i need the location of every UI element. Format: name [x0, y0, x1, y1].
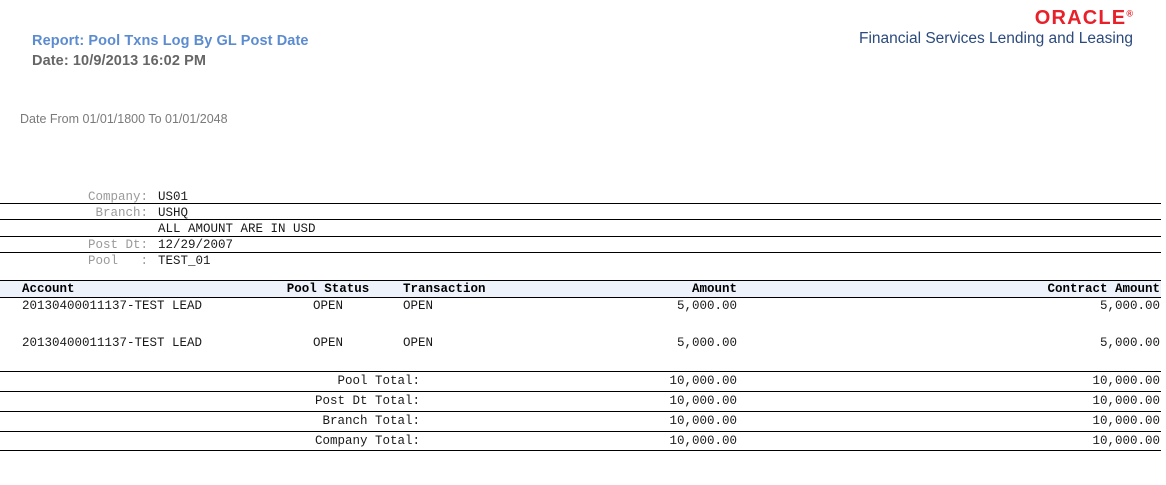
oracle-logo-text: ORACLE — [1034, 7, 1127, 29]
column-header-account: Account — [22, 282, 75, 296]
oracle-brand: ORACLE® Financial Services Lending and L… — [859, 8, 1133, 48]
cell-amount: 5,000.00 — [676, 299, 737, 313]
totals-amount-post-dt: 10,000.00 — [669, 394, 737, 408]
totals-contract-amount-post-dt: 10,000.00 — [1092, 394, 1160, 408]
cell-pool-status: OPEN — [312, 299, 343, 313]
totals-label-company: Company Total: — [314, 434, 420, 448]
info-label-company: Company: — [87, 190, 148, 204]
info-rule-1 — [0, 203, 1161, 204]
cell-amount: 5,000.00 — [676, 336, 737, 350]
report-generated-date: Date: 10/9/2013 16:02 PM — [32, 53, 207, 69]
info-value-post-dt: 12/29/2007 — [158, 238, 234, 252]
table-rule-header-bottom — [0, 297, 1161, 298]
page-title: Report: Pool Txns Log By GL Post Date — [32, 33, 309, 49]
totals-amount-branch: 10,000.00 — [669, 414, 737, 428]
totals-rule-5 — [0, 450, 1161, 451]
column-header-amount: Amount — [691, 282, 737, 296]
column-header-contract-amount: Contract Amount — [1047, 282, 1160, 296]
cell-transaction: OPEN — [403, 336, 434, 350]
totals-rule-3 — [0, 411, 1161, 412]
totals-contract-amount-pool: 10,000.00 — [1092, 374, 1160, 388]
brand-tagline: Financial Services Lending and Leasing — [858, 30, 1133, 47]
info-value-company: US01 — [158, 190, 189, 204]
totals-rule-1 — [0, 371, 1161, 372]
info-label-post-dt: Post Dt: — [87, 238, 148, 252]
cell-contract-amount: 5,000.00 — [1099, 299, 1160, 313]
oracle-logo-wordmark: ORACLE® — [859, 8, 1133, 28]
registered-trademark-icon: ® — [1126, 8, 1133, 19]
totals-contract-amount-company: 10,000.00 — [1092, 434, 1160, 448]
info-rule-2 — [0, 219, 1161, 220]
table-rule-top — [0, 280, 1161, 281]
totals-amount-pool: 10,000.00 — [669, 374, 737, 388]
cell-pool-status: OPEN — [312, 336, 343, 350]
info-label-branch: Branch: — [87, 206, 148, 220]
column-header-transaction: Transaction — [403, 282, 486, 296]
info-value-pool: TEST_01 — [158, 254, 211, 268]
report-date-range: Date From 01/01/1800 To 01/01/2048 — [20, 112, 228, 126]
info-label-pool: Pool : — [87, 254, 148, 268]
info-value-branch: USHQ — [158, 206, 189, 220]
totals-contract-amount-branch: 10,000.00 — [1092, 414, 1160, 428]
totals-rule-2 — [0, 391, 1161, 392]
cell-transaction: OPEN — [403, 299, 434, 313]
info-rule-4 — [0, 252, 1161, 253]
table-header-band — [0, 281, 1161, 297]
totals-label-post-dt: Post Dt Total: — [314, 394, 420, 408]
totals-rule-4 — [0, 431, 1161, 432]
cell-account: 20130400011137-TEST LEAD — [22, 336, 203, 350]
totals-amount-company: 10,000.00 — [669, 434, 737, 448]
totals-label-branch: Branch Total: — [322, 414, 420, 428]
column-header-pool-status: Pool Status — [286, 282, 370, 296]
cell-contract-amount: 5,000.00 — [1099, 336, 1160, 350]
totals-label-pool: Pool Total: — [337, 374, 420, 388]
info-value-currency: ALL AMOUNT ARE IN USD — [158, 222, 316, 236]
cell-account: 20130400011137-TEST LEAD — [22, 299, 203, 313]
info-rule-3 — [0, 236, 1161, 237]
